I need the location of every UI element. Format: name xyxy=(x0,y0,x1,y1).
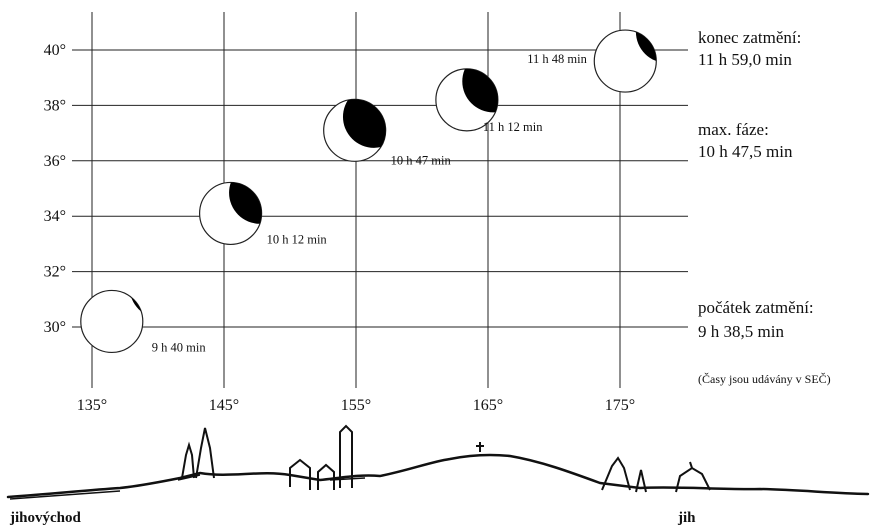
max-label: max. fáze: xyxy=(698,120,769,139)
start-time: 9 h 38,5 min xyxy=(698,322,784,341)
moon-shadow xyxy=(229,182,262,224)
sun-disc xyxy=(80,289,144,354)
sun-disc xyxy=(593,29,657,93)
y-tick-label: 32° xyxy=(44,264,66,281)
direction-southeast: jihovýchod xyxy=(10,510,81,526)
moon-shadow xyxy=(462,68,498,113)
y-tick-label: 34° xyxy=(44,208,66,225)
church-icon xyxy=(289,424,353,490)
tree-icon xyxy=(181,427,215,479)
sun-circle xyxy=(80,289,144,354)
direction-south: jih xyxy=(678,510,696,526)
sun-positions: 9 h 40 min 10 h 12 min 10 h 47 min 11 h 12 … xyxy=(80,29,657,354)
sun-disc xyxy=(435,68,499,132)
sun-disc xyxy=(323,98,387,162)
time-label: 9 h 40 min xyxy=(152,340,207,354)
y-tick-label: 38° xyxy=(44,97,66,114)
max-time: 10 h 47,5 min xyxy=(698,142,793,161)
end-label: konec zatmění: xyxy=(698,28,802,47)
moon-shadow xyxy=(129,290,143,319)
y-tick-label: 40° xyxy=(44,42,66,59)
time-label: 10 h 47 min xyxy=(391,153,452,167)
time-label: 10 h 12 min xyxy=(267,232,328,246)
cross-icon xyxy=(476,442,484,452)
moon-shadow xyxy=(342,99,386,148)
x-tick-label: 135° xyxy=(77,397,107,414)
horizon-line xyxy=(6,453,870,499)
house-icon xyxy=(675,461,711,493)
y-tick-label: 30° xyxy=(44,319,66,336)
x-tick-label: 155° xyxy=(341,397,371,414)
moon-shadow xyxy=(635,30,657,63)
time-label: 11 h 12 min xyxy=(483,120,543,134)
horizon-sketch xyxy=(6,424,870,500)
end-time: 11 h 59,0 min xyxy=(698,50,792,69)
x-tick-label: 175° xyxy=(605,397,635,414)
bushes-icon xyxy=(601,456,647,493)
start-label: počátek zatmění: xyxy=(698,298,814,317)
x-tick-label: 165° xyxy=(473,397,503,414)
y-tick-label: 36° xyxy=(44,153,66,170)
time-label: 11 h 48 min xyxy=(527,52,587,66)
x-tick-label: 145° xyxy=(209,397,239,414)
axis-ticks: 30° 32° 34° 36° 38° 40° 135° 145° 155° 165° 175° xyxy=(44,42,636,414)
time-note: (Časy jsou udávány v SEČ) xyxy=(698,372,831,386)
